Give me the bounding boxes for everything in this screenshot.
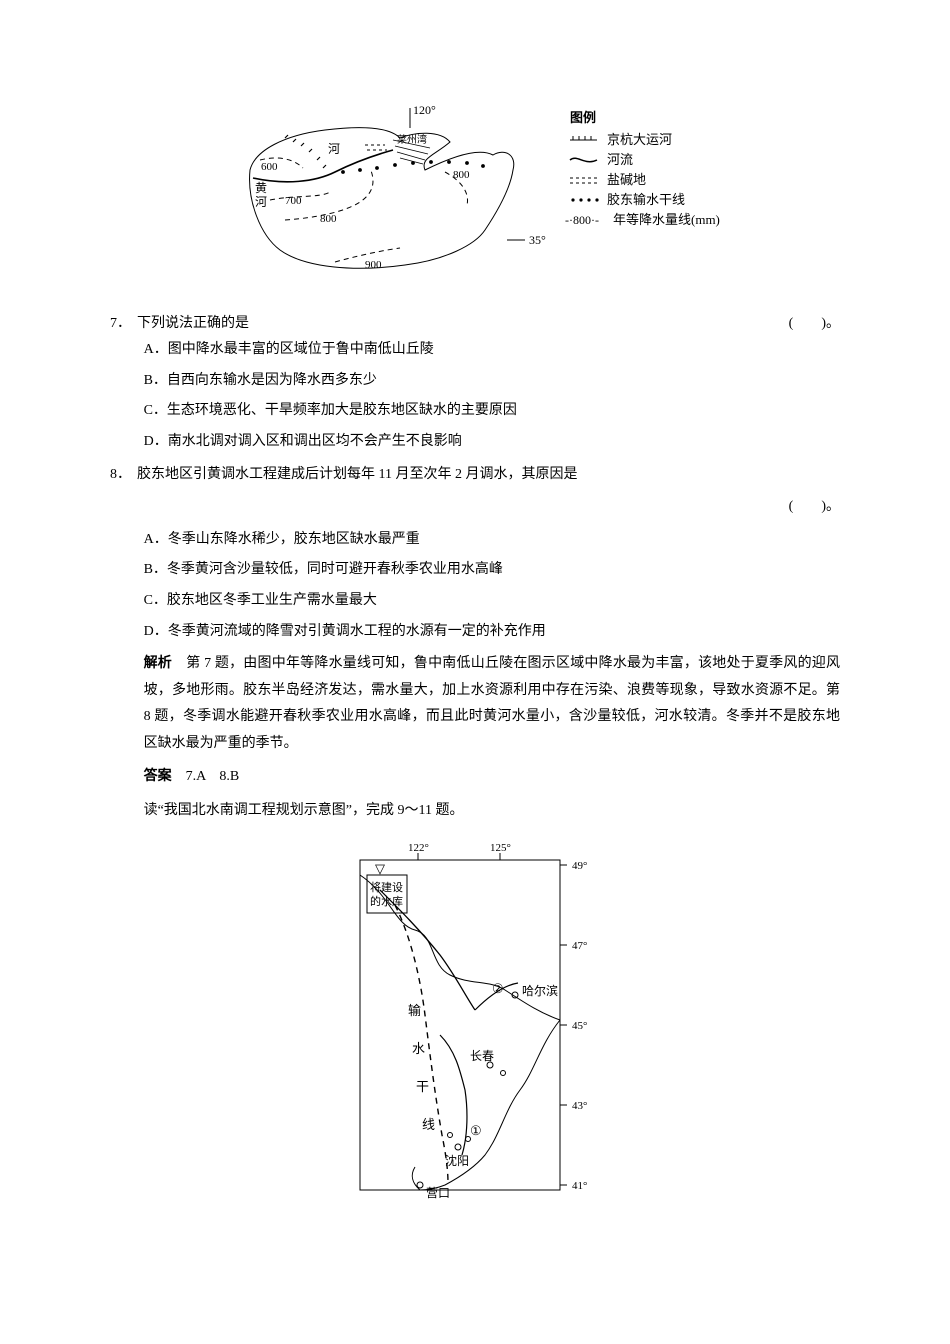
- fig2-reservoir-sym: ▽: [375, 861, 385, 876]
- figure-1: 120° 35° 600 700 800 800 900 黄河 河 莱州湾 图例…: [110, 100, 840, 301]
- q7-opt-a: A．图中降水最丰富的区域位于鲁中南低山丘陵: [144, 337, 840, 364]
- lead-9-11: 读“我国北水南调工程规划示意图”，完成 9～11 题。: [144, 798, 840, 825]
- fig1-iso600: 600: [261, 161, 278, 173]
- fig1-bay: 莱州湾: [397, 133, 427, 146]
- fig1-leg-2: 盐碱地: [607, 172, 646, 187]
- fig2-shenyang: 沈阳: [445, 1153, 469, 1168]
- analysis-label: 解析: [144, 656, 172, 671]
- q7-num: 7．: [110, 311, 131, 338]
- analysis-block: 解析 第 7 题，由图中年等降水量线可知，鲁中南低山丘陵在图示区域中降水最为丰富…: [144, 651, 840, 757]
- fig1-leg-0: 京杭大运河: [607, 132, 672, 147]
- fig2-res1: 将建设: [370, 880, 403, 894]
- fig1-lat: 35°: [529, 233, 546, 247]
- answer-text: 7.A 8.B: [172, 769, 240, 784]
- q8-opt-c: C．胶东地区冬季工业生产需水量最大: [144, 588, 840, 615]
- fig1-iso800a: 800: [320, 213, 337, 225]
- fig1-leg-3: 胶东输水干线: [607, 192, 685, 207]
- figure-2: ▽ 将建设 的水库 122° 125° 49° 47° 45° 43° 41° …: [110, 835, 840, 1216]
- fig1-iso700: 700: [285, 195, 302, 207]
- fig2-num2: ②: [492, 981, 504, 996]
- figure-2-svg: ▽ 将建设 的水库 122° 125° 49° 47° 45° 43° 41° …: [340, 835, 610, 1205]
- fig1-leg-800: -·800·-: [565, 213, 599, 227]
- fig2-trunk-2: 干: [416, 1079, 429, 1094]
- q7-stem: 下列说法正确的是: [137, 311, 777, 338]
- q7-paren: ( )。: [789, 311, 840, 338]
- figure-1-svg: 120° 35° 600 700 800 800 900 黄河 河 莱州湾 图例…: [225, 100, 725, 290]
- fig2-num1: ①: [470, 1123, 482, 1138]
- fig2-trunk-0: 输: [408, 1003, 421, 1018]
- fig2-lat-4: 41°: [572, 1180, 587, 1192]
- q8-opt-d: D．冬季黄河流域的降雪对引黄调水工程的水源有一定的补充作用: [144, 619, 840, 646]
- q8-paren: ( )。: [110, 494, 840, 521]
- question-7: 7． 下列说法正确的是 ( )。 A．图中降水最丰富的区域位于鲁中南低山丘陵 B…: [110, 311, 840, 456]
- fig2-lat-2: 45°: [572, 1020, 587, 1032]
- fig2-res2: 的水库: [370, 894, 403, 908]
- fig2-yingkou: 营口: [426, 1186, 450, 1200]
- q8-opt-b: B．冬季黄河含沙量较低，同时可避开春秋季农业用水高峰: [144, 557, 840, 584]
- fig1-iso900: 900: [365, 259, 382, 271]
- fig1-leg-1: 河流: [607, 152, 633, 167]
- fig2-trunk-3: 线: [422, 1117, 435, 1132]
- fig1-legend-title: 图例: [570, 110, 596, 125]
- fig2-lat-3: 43°: [572, 1100, 587, 1112]
- q8-stem: 胶东地区引黄调水工程建成后计划每年 11 月至次年 2 月调水，其原因是: [137, 462, 840, 489]
- fig1-leg-4: 年等降水量线(mm): [613, 212, 720, 227]
- q7-opt-d: D．南水北调对调入区和调出区均不会产生不良影响: [144, 429, 840, 456]
- fig2-lon-0: 122°: [408, 842, 429, 854]
- q8-num: 8．: [110, 462, 131, 489]
- answer-label: 答案: [144, 769, 172, 784]
- fig2-lon-1: 125°: [490, 842, 511, 854]
- fig1-iso800b: 800: [453, 169, 470, 181]
- fig2-lat-0: 49°: [572, 860, 587, 872]
- fig1-rivchar: 河: [328, 142, 340, 156]
- q8-opt-a: A．冬季山东降水稀少，胶东地区缺水最严重: [144, 527, 840, 554]
- q7-opt-b: B．自西向东输水是因为降水西多东少: [144, 368, 840, 395]
- fig2-lat-1: 47°: [572, 940, 587, 952]
- answer-block: 答案 7.A 8.B: [144, 764, 840, 791]
- fig2-harbin: 哈尔滨: [522, 983, 558, 998]
- q7-opt-c: C．生态环境恶化、干旱频率加大是胶东地区缺水的主要原因: [144, 398, 840, 425]
- question-8: 8． 胶东地区引黄调水工程建成后计划每年 11 月至次年 2 月调水，其原因是 …: [110, 462, 840, 646]
- fig1-river: 黄河: [255, 181, 267, 209]
- fig2-trunk-1: 水: [412, 1041, 425, 1056]
- analysis-text: 第 7 题，由图中年等降水量线可知，鲁中南低山丘陵在图示区域中降水最为丰富，该地…: [144, 656, 840, 751]
- fig2-changchun: 长春: [470, 1049, 494, 1063]
- fig1-lon: 120°: [413, 103, 436, 117]
